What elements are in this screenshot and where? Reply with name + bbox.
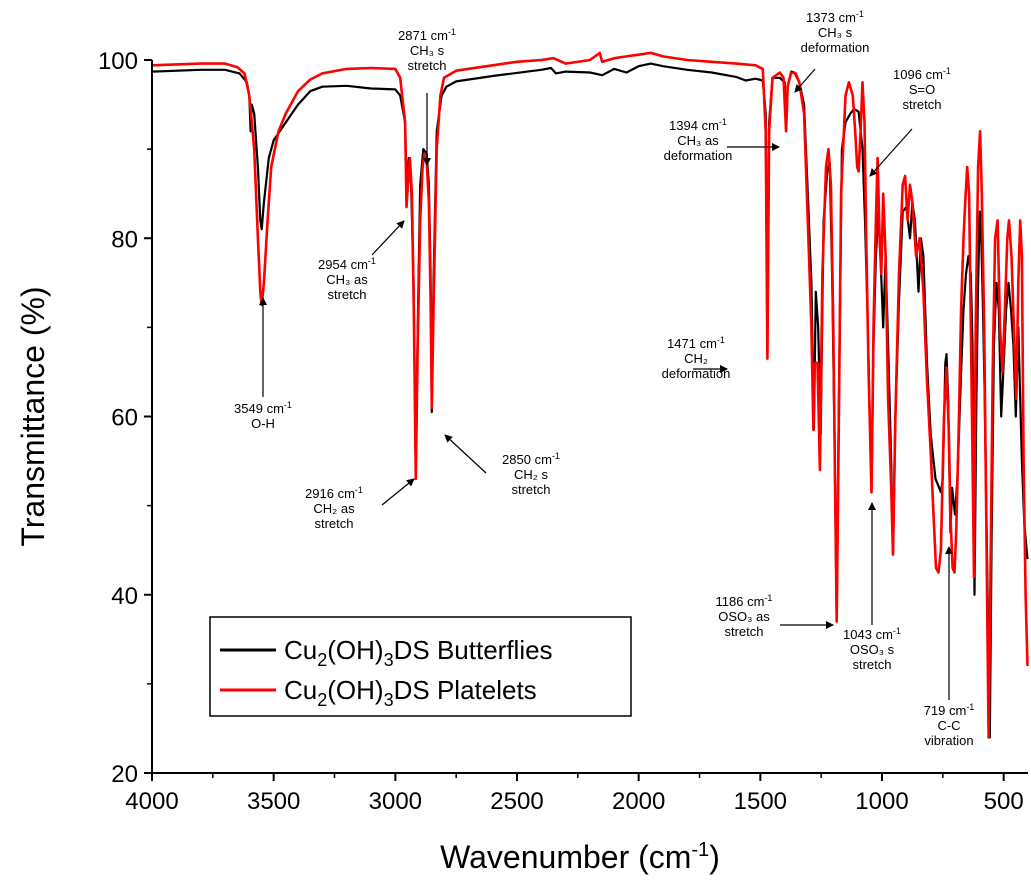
annotation-arrow (381, 478, 415, 506)
annotation-arrow (869, 128, 913, 177)
x-tick-label: 500 (984, 788, 1024, 815)
annotation-arrow (444, 434, 487, 474)
y-axis-title: Transmittance (%) (15, 286, 51, 546)
y-tick-label: 20 (111, 761, 138, 788)
x-tick-label: 1000 (855, 788, 908, 815)
y-tick-label: 60 (111, 405, 138, 432)
x-tick-label: 1500 (734, 788, 787, 815)
annotation-arrow (794, 68, 816, 93)
annotation-arrow (371, 220, 405, 256)
legend-entry-1: Cu2(OH)3DS Platelets (284, 675, 537, 710)
x-tick-label: 2000 (612, 788, 665, 815)
y-tick-label: 100 (98, 48, 138, 75)
legend-box (209, 616, 632, 717)
plot-lines (151, 51, 1029, 739)
y-tick-label: 40 (111, 583, 138, 610)
y-tick-label: 80 (111, 226, 138, 253)
legend: Cu2(OH)3DS Butterflies Cu2(OH)3DS Platele… (209, 616, 632, 717)
x-axis-title: Wavenumber (cm-1) (440, 839, 720, 875)
axes: 4000 3500 3000 2500 2000 1500 1000 500 20 40 60 80 1… (15, 48, 1028, 875)
x-tick-label: 4000 (125, 788, 178, 815)
series-line-1 (151, 51, 1029, 739)
x-tick-label: 2500 (490, 788, 543, 815)
x-tick-label: 3000 (369, 788, 422, 815)
annotation-label: 3549 cm-1​O-H (234, 400, 292, 431)
x-tick-label: 3500 (247, 788, 300, 815)
legend-entry-0: Cu2(OH)3DS Butterflies (284, 635, 553, 670)
